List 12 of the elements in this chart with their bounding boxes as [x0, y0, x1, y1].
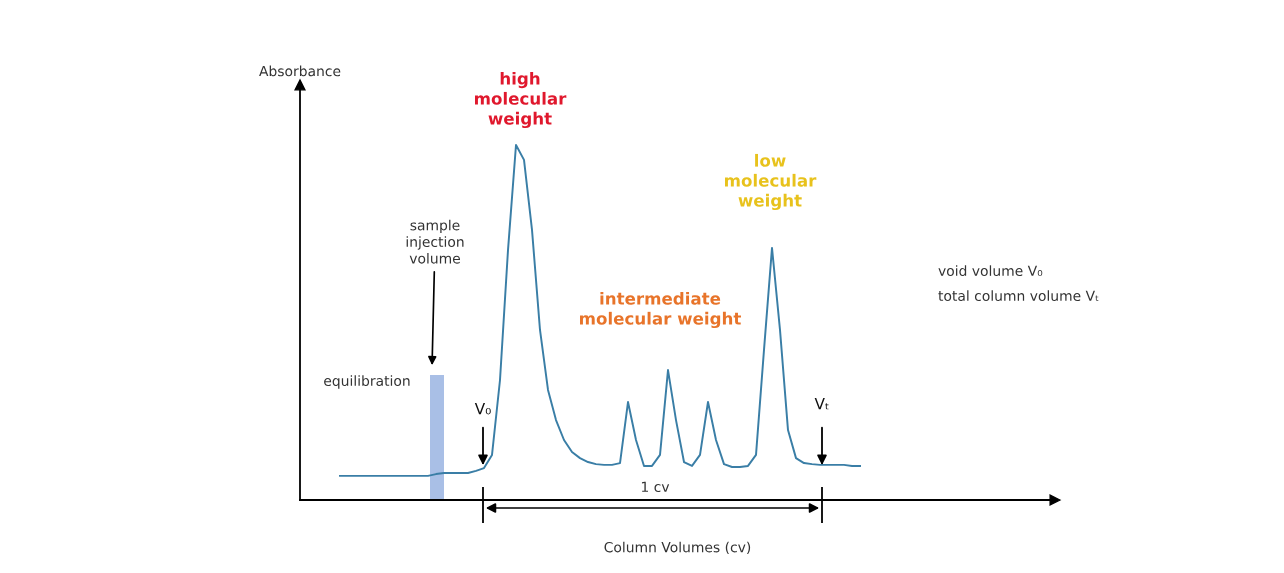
annotation: low molecular weight: [725, 153, 817, 211]
annotation: 1 cv: [641, 481, 670, 493]
annotation: sample injection volume: [406, 219, 464, 264]
text: total column volume Vₜ: [938, 290, 1099, 302]
annotation: V₀: [474, 403, 491, 415]
text: high molecular weight: [475, 71, 567, 129]
text: void volume V₀: [938, 265, 1043, 277]
y-axis-title: Absorbance: [259, 65, 341, 77]
annotation: Vₜ: [814, 398, 829, 410]
annotation: equilibration: [324, 375, 410, 389]
x-axis-title: Column Volumes (cv): [604, 541, 751, 555]
annotation: intermediate molecular weight: [580, 291, 741, 329]
